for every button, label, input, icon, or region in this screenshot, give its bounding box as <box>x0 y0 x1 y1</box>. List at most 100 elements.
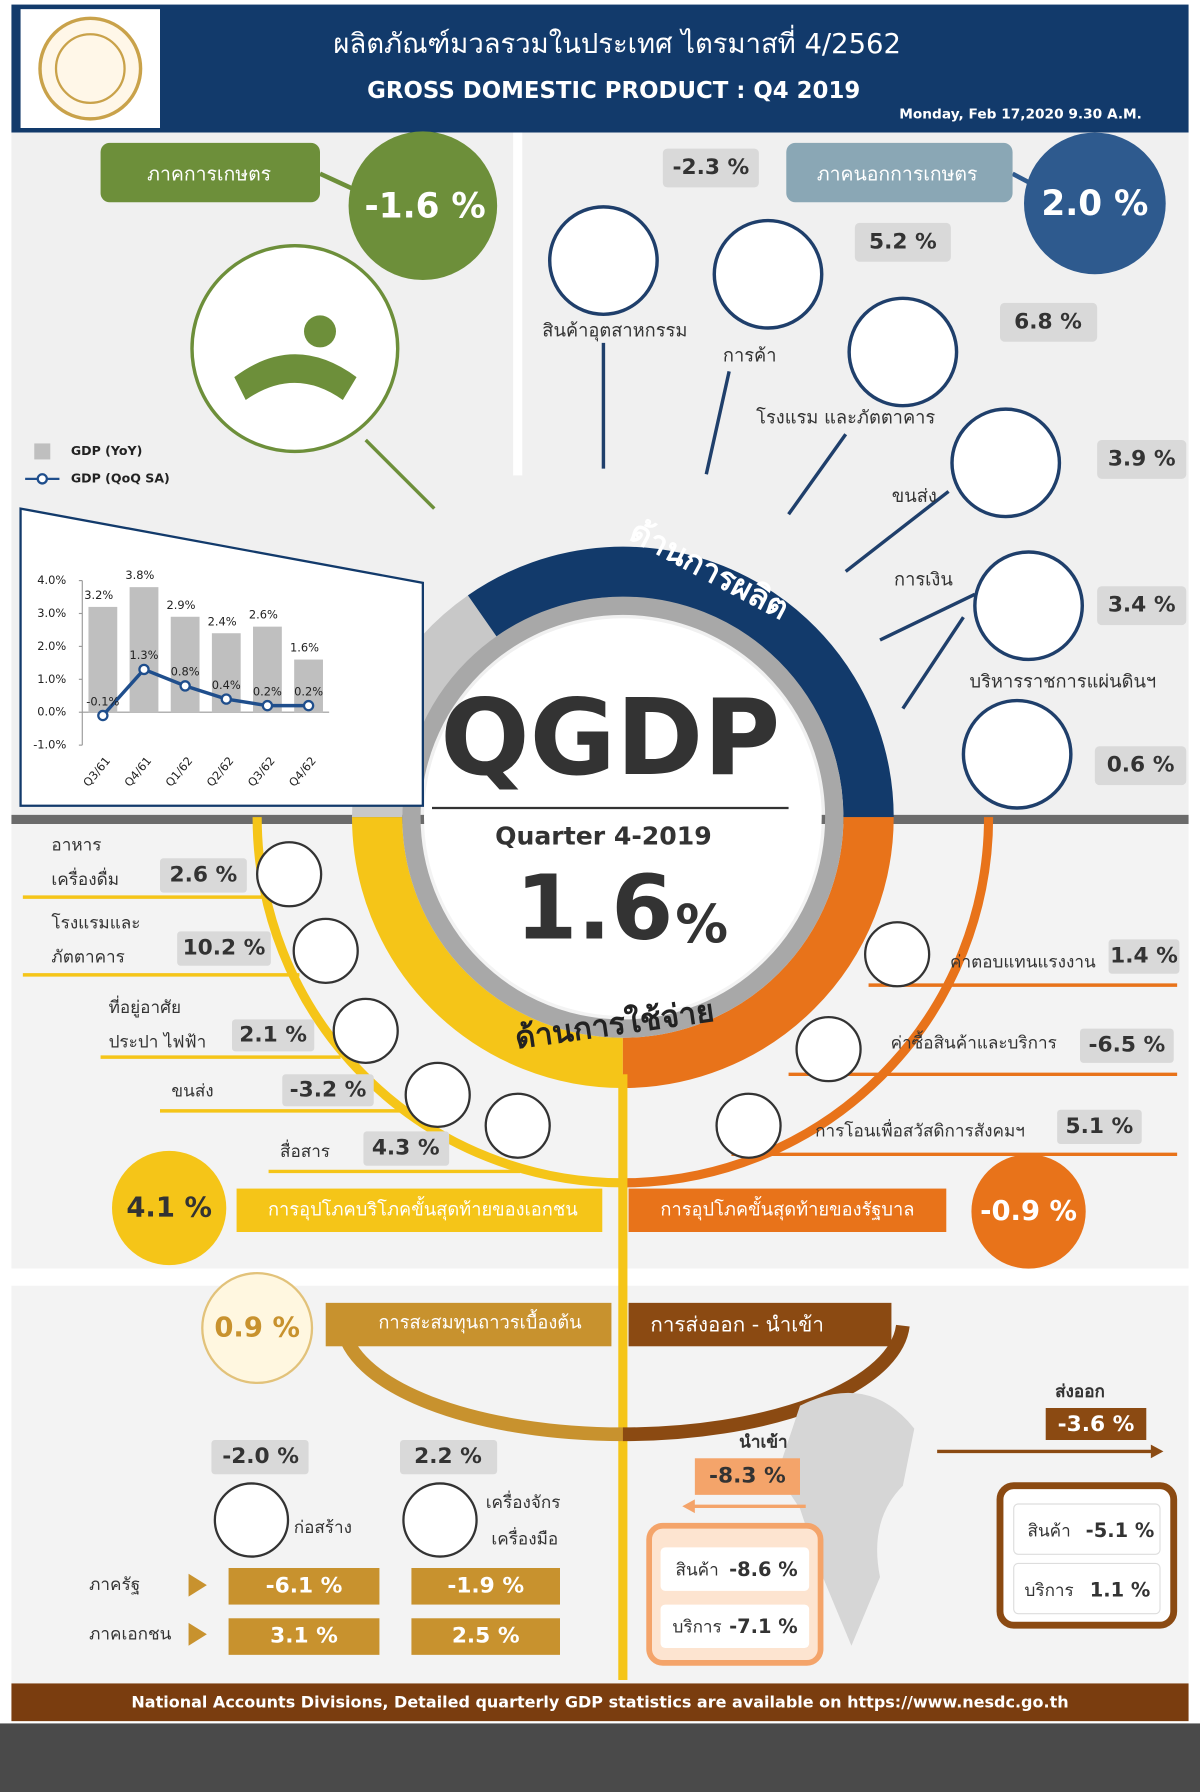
shape <box>177 931 271 966</box>
bar <box>129 587 159 713</box>
header-band <box>11 4 1189 133</box>
shape <box>1097 440 1187 479</box>
construction-private: 3.1 % <box>270 1624 338 1649</box>
sector-label: การค้า <box>723 346 777 367</box>
item-icons <box>255 841 551 1159</box>
investment-circle <box>201 1272 314 1384</box>
shape <box>879 592 976 642</box>
imports-label: นำเข้า <box>739 1432 788 1452</box>
shape <box>795 1016 862 1083</box>
construction-icon <box>213 1482 290 1558</box>
investment-boxes <box>228 1568 560 1655</box>
gov-label: การอุปโภคขั้นสุดท้ายของรัฐบาล <box>660 1195 914 1221</box>
gov-item-label: ค่าตอบแทนแรงงาน <box>950 952 1096 972</box>
agri-circle <box>348 131 498 280</box>
box <box>1013 1503 1161 1555</box>
data-label: 0.8% <box>171 665 200 679</box>
nonagri-label: ภาคนอกการเกษตร <box>817 162 978 185</box>
nonagri-value: 2.0 % <box>1041 184 1148 224</box>
shape <box>332 997 399 1064</box>
machinery-label: เครื่องจักร <box>486 1490 561 1513</box>
exports-services-value: 1.1 % <box>1090 1578 1151 1601</box>
machinery-label: เครื่องมือ <box>491 1526 558 1549</box>
gov-item-value: 5.1 % <box>1066 1114 1134 1139</box>
agri-label: ภาคการเกษตร <box>147 162 271 185</box>
sector-value: 0.6 % <box>1107 753 1175 778</box>
sector-icons <box>548 205 1084 810</box>
imports-services-label: บริการ <box>673 1617 722 1637</box>
construction-value: -2.0 % <box>222 1444 299 1469</box>
shape <box>1094 746 1187 786</box>
shape <box>854 222 951 262</box>
sector-value-boxes <box>662 148 1187 786</box>
sector-value: 3.4 % <box>1108 593 1176 618</box>
gov-item-label: การโอนเพื่อสวัสดิการสังคมฯ <box>815 1118 1025 1141</box>
divider <box>11 1268 1189 1285</box>
imports-box <box>694 1458 800 1495</box>
item-value: 2.1 % <box>239 1022 307 1047</box>
gov-underlines <box>731 983 1178 1156</box>
center-disc <box>424 618 822 1016</box>
shape <box>847 296 959 408</box>
shape <box>864 921 931 988</box>
gov-item-label: ค่าซื้อสินค้าและบริการ <box>891 1030 1057 1053</box>
gov-item-value: -6.5 % <box>1088 1033 1165 1058</box>
sector-value: 3.9 % <box>1108 446 1176 471</box>
shape <box>787 433 848 516</box>
sector-label: สินค้าอุตสาหกรรม <box>542 320 687 342</box>
shape <box>548 205 659 316</box>
value-box <box>400 1440 498 1475</box>
investment-pill <box>325 1302 612 1347</box>
point <box>138 663 150 676</box>
center-value: 1.6 <box>515 857 673 961</box>
item-value-boxes <box>160 858 450 1166</box>
legend-label: GDP (YoY) <box>71 443 142 458</box>
item-label: ขนส่ง <box>171 1081 213 1101</box>
item-value: 2.6 % <box>170 862 238 887</box>
value-box <box>211 1440 309 1475</box>
y-tick-label: 3.0% <box>37 606 66 620</box>
shape <box>901 616 965 710</box>
sector-value: -2.3 % <box>672 155 749 180</box>
arc-expenditure <box>352 816 624 1088</box>
item-label: ภัตตาคาร <box>51 948 124 968</box>
agri-pill <box>100 142 320 203</box>
machinery-icon <box>402 1482 478 1558</box>
exports-value: -3.6 % <box>1058 1412 1135 1437</box>
imports-goods-label: สินค้า <box>676 1560 719 1580</box>
point <box>220 693 232 705</box>
arc-investment <box>336 1324 623 1442</box>
data-label: 3.8% <box>125 568 154 582</box>
arrow <box>682 1499 695 1514</box>
data-label: -0.1% <box>86 694 119 708</box>
box <box>1013 1562 1161 1615</box>
agri-icon-tractor <box>304 315 336 348</box>
item-label: ที่อยู่อาศัย <box>109 995 181 1018</box>
gov-item-value: 1.4 % <box>1110 944 1178 969</box>
investment-label: การสะสมทุนถาวรเบื้องต้น <box>378 1308 582 1334</box>
arc-production <box>467 546 894 818</box>
bar <box>88 606 118 713</box>
sector-value: 5.2 % <box>869 229 937 254</box>
agri-icon <box>190 244 400 454</box>
map <box>777 1392 915 1646</box>
arrow <box>1150 1444 1164 1459</box>
connector <box>364 438 436 510</box>
y-tick-label: 2.0% <box>37 639 66 653</box>
y-tick-label: 0.0% <box>37 705 66 719</box>
private-circle <box>112 1150 227 1266</box>
shape <box>411 1618 560 1655</box>
legend-swatch <box>36 473 48 485</box>
nonagri-pill <box>786 142 1013 203</box>
construction-label: ก่อสร้าง <box>294 1518 352 1538</box>
trade-label: การส่งออก - นำเข้า <box>650 1313 824 1337</box>
shape <box>1080 1028 1174 1063</box>
data-label: 2.4% <box>208 614 237 628</box>
shape <box>484 1092 551 1159</box>
investment-value: 0.9 % <box>214 1313 300 1344</box>
private-pill <box>236 1188 603 1232</box>
shape <box>844 490 950 573</box>
sector-label: การเงิน <box>894 570 953 591</box>
gov-circle <box>971 1154 1086 1269</box>
private-label: ภาคเอกชน <box>89 1624 171 1644</box>
